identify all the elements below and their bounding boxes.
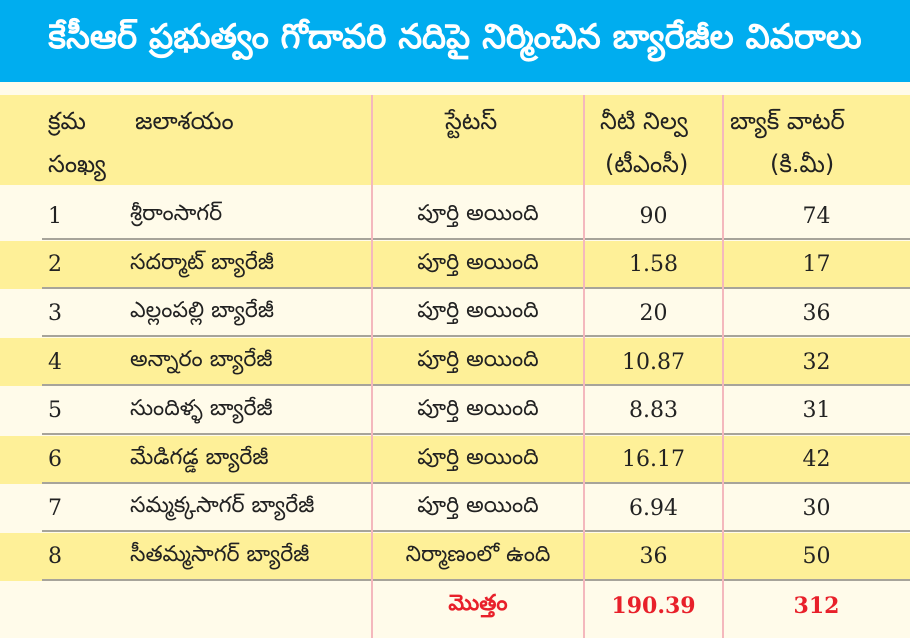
serial-number: 6 <box>48 447 62 472</box>
serial-number: 2 <box>48 252 62 278</box>
backwater: 42 <box>802 447 831 472</box>
water-storage: 20 <box>639 300 668 326</box>
header-status: స్టేటస్ <box>445 107 498 135</box>
reservoir-name: సీతమ్మసాగర్ బ్యారేజీ <box>130 541 310 567</box>
water-storage: 16.17 <box>622 447 685 472</box>
backwater: 74 <box>802 203 831 229</box>
table-row: 7 సమ్మక్కసాగర్ బ్యారేజీ పూర్తి అయింది 6.94 3… <box>0 484 910 533</box>
reservoir-name: అన్నారం బ్యారేజీ <box>130 347 273 373</box>
backwater: 32 <box>802 349 831 375</box>
header-backwater-line1: బ్యాక్ వాటర్ <box>730 107 845 135</box>
water-storage: 1.58 <box>629 252 678 278</box>
status: పూర్తి అయింది <box>417 395 539 421</box>
backwater: 36 <box>802 300 831 326</box>
water-storage: 6.94 <box>629 495 678 521</box>
table-row: 8 సీతమ్మసాగర్ బ్యారేజీ నిర్మాణంలో ఉంది 36 50 <box>0 532 910 581</box>
serial-number: 7 <box>48 495 62 521</box>
table-row: 5 సుందిళ్ళ బ్యారేజీ పూర్తి అయింది 8.83 31 <box>0 387 910 435</box>
header-storage-line1: నీటి నిల్వ <box>600 107 688 135</box>
reservoir-name: సదర్మాట్ బ్యారేజీ <box>130 249 274 275</box>
table-row: 4 అన్నారం బ్యారేజీ పూర్తి అయింది 10.87 32 <box>0 338 910 387</box>
table-row: 6 మేడిగడ్డ బ్యారేజీ పూర్తి అయింది 16.17 42 <box>0 435 910 484</box>
status: పూర్తి అయింది <box>417 493 539 519</box>
header-serial-line1: క్రమ <box>48 107 86 135</box>
reservoir-name: సమ్మక్కసాగర్ బ్యారేజీ <box>130 493 315 519</box>
status: పూర్తి అయింది <box>417 201 539 226</box>
header-serial-line2: సంఖ్య <box>48 150 106 178</box>
total-row: మొత్తం 190.39 312 <box>0 582 910 630</box>
total-storage: 190.39 <box>611 593 696 619</box>
status: పూర్తి అయింది <box>417 249 539 275</box>
water-storage: 8.83 <box>629 398 678 424</box>
serial-number: 8 <box>48 544 62 570</box>
header-backwater-line2: (కి.మీ) <box>770 150 835 178</box>
table-row: 1 శ్రీరాంసాగర్ పూర్తి అయింది 90 74 <box>0 192 910 240</box>
backwater: 17 <box>802 252 831 278</box>
column-divider <box>583 95 585 638</box>
status: పూర్తి అయింది <box>417 347 539 373</box>
status: పూర్తి అయింది <box>417 298 539 324</box>
table-row: 2 సదర్మాట్ బ్యారేజీ పూర్తి అయింది 1.58 17 <box>0 240 910 289</box>
status: పూర్తి అయింది <box>417 444 539 470</box>
header-storage-line2: (టీఎంసీ) <box>605 150 689 178</box>
water-storage: 10.87 <box>622 349 685 375</box>
backwater: 31 <box>802 398 831 424</box>
column-divider <box>722 95 724 638</box>
page-title: కేసీఆర్ ప్రభుత్వం గోదావరి నదిపై నిర్మించ… <box>0 0 910 82</box>
total-label: మొత్తం <box>448 591 508 616</box>
reservoir-name: సుందిళ్ళ బ్యారేజీ <box>130 395 273 421</box>
status: నిర్మాణంలో ఉంది <box>405 541 551 567</box>
table-row: 3 ఎల్లంపల్లి బ్యారేజీ పూర్తి అయింది 20 36 <box>0 289 910 338</box>
water-storage: 90 <box>639 203 668 229</box>
serial-number: 1 <box>48 203 62 229</box>
serial-number: 3 <box>48 300 62 326</box>
serial-number: 4 <box>48 349 62 375</box>
column-divider <box>371 95 373 638</box>
reservoir-name: శ్రీరాంసాగర్ <box>130 201 223 226</box>
backwater: 50 <box>802 544 831 570</box>
total-backwater: 312 <box>793 593 840 619</box>
serial-number: 5 <box>48 398 62 424</box>
reservoir-name: మేడిగడ్డ బ్యారేజీ <box>130 444 269 470</box>
header-reservoir: జలాశయం <box>135 107 234 135</box>
reservoir-name: ఎల్లంపల్లి బ్యారేజీ <box>130 298 274 324</box>
table-header: క్రమ సంఖ్య జలాశయం స్టేటస్ నీటి నిల్వ (టీ… <box>0 95 910 185</box>
backwater: 30 <box>802 495 831 521</box>
water-storage: 36 <box>639 544 668 570</box>
